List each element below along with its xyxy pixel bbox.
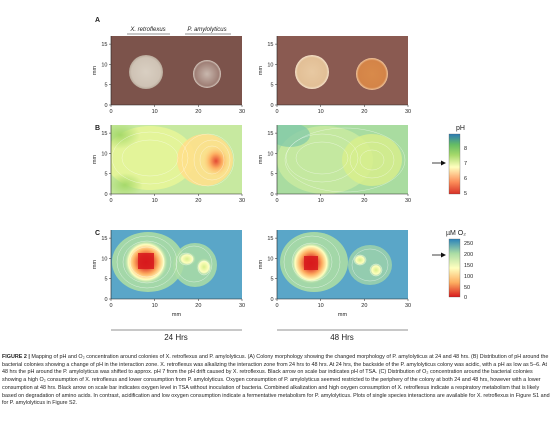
ph-colorbar	[448, 133, 461, 195]
ph-arrow-icon	[432, 160, 446, 166]
o2-tick-250: 250	[464, 241, 473, 247]
y-tick-label-c-48h: 5	[270, 277, 273, 283]
x-tick-label-c-24h: 30	[239, 303, 245, 309]
y-tick-label-b-48h: 5	[270, 172, 273, 178]
ph-tick-5: 5	[464, 191, 467, 197]
o2-map-24h	[111, 230, 242, 299]
species-label-2: P. amylolyticus	[187, 27, 226, 33]
x-tick-label-b-24h: 10	[152, 198, 158, 204]
ph-tick-8: 8	[464, 146, 467, 152]
y-axis-label-b-48h: mm	[258, 155, 264, 165]
timepoint-label-48h: 48 Hrs	[330, 333, 354, 342]
o2-tick-200: 200	[464, 252, 473, 258]
caption-body: (A) Colony morphology showing the change…	[2, 354, 550, 407]
y-tick-label-a-24h: 10	[101, 62, 107, 68]
panel-label-c: C	[95, 230, 100, 237]
y-axis-label-b-24h: mm	[92, 155, 98, 165]
o2-colorbar-title: µM O₂	[446, 230, 466, 237]
o2-tick-50: 50	[464, 285, 470, 291]
x-tick-label-a-24h: 10	[152, 109, 158, 115]
x-tick-label-a-24h: 20	[195, 109, 201, 115]
x-tick-label-c-48h: 10	[318, 303, 324, 309]
o2-tick-150: 150	[464, 263, 473, 269]
o2-arrow-icon	[432, 252, 446, 258]
y-tick-label-b-24h: 10	[101, 151, 107, 157]
y-tick-label-b-24h: 0	[104, 192, 107, 198]
species-label-1: X. retroflexus	[129, 27, 165, 33]
y-tick-label-b-48h: 15	[267, 131, 273, 137]
x-tick-label-a-48h: 0	[275, 109, 278, 115]
x-tick-label-a-48h: 20	[361, 109, 367, 115]
x-tick-label-a-24h: 0	[109, 109, 112, 115]
y-tick-label-b-48h: 10	[267, 151, 273, 157]
y-tick-label-c-48h: 15	[267, 236, 273, 242]
y-axis-label-c-24h: mm	[92, 260, 98, 270]
x-tick-label-a-24h: 30	[239, 109, 245, 115]
o2-tick-0: 0	[464, 295, 467, 301]
y-tick-label-b-48h: 0	[270, 192, 273, 198]
x-tick-label-c-48h: 30	[405, 303, 411, 309]
y-tick-label-a-48h: 15	[267, 42, 273, 48]
ph-tick-6: 6	[464, 176, 467, 182]
caption-label: FIGURE 2 |	[2, 354, 30, 360]
colony-x-retroflexus-48h	[295, 55, 329, 89]
x-tick-label-c-48h: 0	[275, 303, 278, 309]
y-tick-label-c-24h: 10	[101, 256, 107, 262]
colony-p-amylolyticus-48h	[356, 58, 388, 90]
y-tick-label-a-48h: 5	[270, 83, 273, 89]
x-tick-label-b-24h: 20	[195, 198, 201, 204]
ph-tick-7: 7	[464, 161, 467, 167]
y-tick-label-a-24h: 5	[104, 83, 107, 89]
y-tick-label-a-24h: 15	[101, 42, 107, 48]
y-tick-label-a-48h: 10	[267, 62, 273, 68]
timepoint-label-24h: 24 Hrs	[164, 333, 188, 342]
y-tick-label-c-24h: 15	[101, 236, 107, 242]
x-tick-label-c-48h: 20	[361, 303, 367, 309]
caption-title: Mapping of pH and O₂ concentration aroun…	[31, 354, 247, 360]
figure-caption: FIGURE 2 | Mapping of pH and O₂ concentr…	[2, 354, 552, 408]
o2-tick-100: 100	[464, 274, 473, 280]
y-tick-label-c-24h: 0	[104, 297, 107, 303]
y-tick-label-c-48h: 10	[267, 256, 273, 262]
ph-map-48h	[277, 125, 408, 194]
y-axis-label-c-48h: mm	[258, 260, 264, 270]
x-tick-label-b-24h: 30	[239, 198, 245, 204]
x-tick-label-b-48h: 10	[318, 198, 324, 204]
ph-colorbar-title: pH	[456, 125, 465, 132]
x-tick-label-b-48h: 30	[405, 198, 411, 204]
y-tick-label-b-24h: 5	[104, 172, 107, 178]
y-tick-label-c-48h: 0	[270, 297, 273, 303]
x-tick-label-c-24h: 10	[152, 303, 158, 309]
o2-map-48h	[277, 230, 408, 299]
x-tick-label-a-48h: 10	[318, 109, 324, 115]
panel-label-b: B	[95, 125, 100, 132]
x-tick-label-b-48h: 20	[361, 198, 367, 204]
figure: A X. retroflexus P. amylolyticus B	[92, 17, 473, 342]
y-tick-label-c-24h: 5	[104, 277, 107, 283]
y-axis-label-a-48h: mm	[258, 66, 264, 76]
x-tick-label-a-48h: 30	[405, 109, 411, 115]
x-axis-label-c-48h: mm	[338, 312, 348, 318]
y-tick-label-b-24h: 15	[101, 131, 107, 137]
x-axis-label-c-24h: mm	[172, 312, 182, 318]
x-tick-label-b-24h: 0	[109, 198, 112, 204]
y-tick-label-a-48h: 0	[270, 103, 273, 109]
o2-colorbar	[448, 238, 461, 298]
colony-p-amylolyticus-24h	[193, 60, 221, 88]
x-tick-label-b-48h: 0	[275, 198, 278, 204]
y-tick-label-a-24h: 0	[104, 103, 107, 109]
x-tick-label-c-24h: 20	[195, 303, 201, 309]
ph-map-24h	[111, 125, 242, 194]
y-axis-label-a-24h: mm	[92, 66, 98, 76]
panel-label-a: A	[95, 17, 100, 24]
colony-x-retroflexus-24h	[129, 55, 163, 89]
x-tick-label-c-24h: 0	[109, 303, 112, 309]
